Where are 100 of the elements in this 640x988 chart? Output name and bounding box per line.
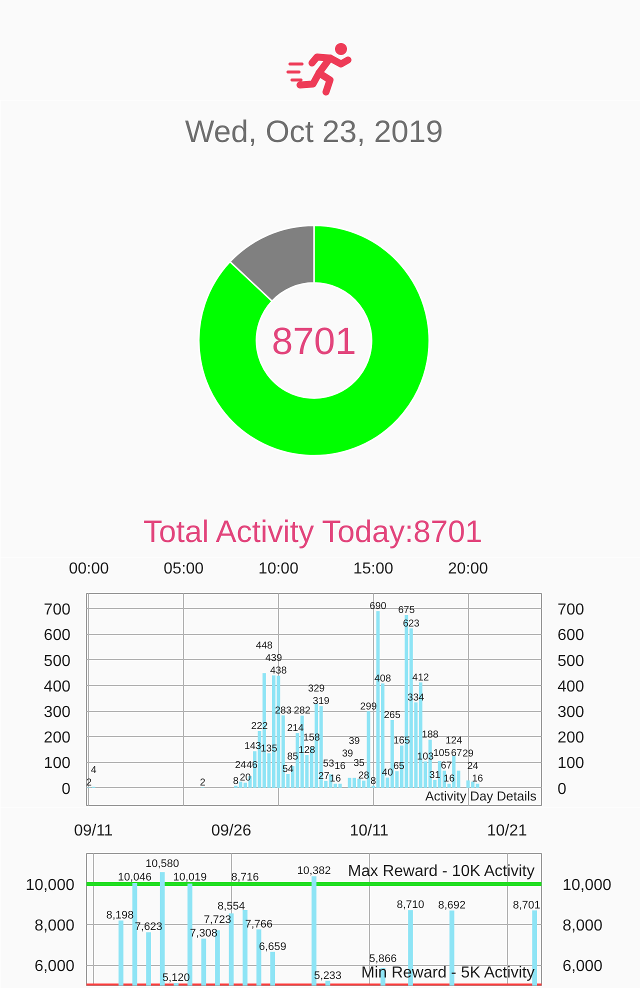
data-label: 105	[433, 748, 450, 760]
chart-title: Wed, Oct 23, 2019	[185, 114, 443, 149]
data-label: 319	[312, 696, 330, 708]
data-label: 20	[240, 772, 252, 784]
data-label: 124	[445, 736, 463, 747]
data-label: 35	[353, 758, 366, 770]
x-tick-label: 10/11	[350, 822, 389, 840]
data-label: 39	[342, 748, 354, 760]
data-label: 8,198	[106, 910, 134, 922]
data-label: 10,046	[118, 871, 152, 884]
x-tick-label: 09/11	[74, 822, 113, 840]
data-label: 329	[308, 684, 326, 695]
data-label: 10,580	[146, 858, 180, 870]
y-tick-label: 6,000	[34, 958, 75, 976]
data-label: 28	[358, 770, 370, 782]
x-tick-label: 00:00	[68, 560, 109, 578]
y-tick-label: 200	[44, 730, 71, 747]
data-label: 27	[318, 770, 330, 782]
data-label: 623	[402, 618, 420, 630]
y2-tick-label: 0	[558, 780, 566, 798]
data-label: 299	[360, 701, 378, 712]
data-label: 675	[398, 605, 416, 616]
data-label: 439	[265, 653, 282, 664]
data-label: 143	[244, 741, 262, 752]
data-label: 7,308	[190, 928, 218, 940]
data-label: 214	[287, 723, 304, 734]
data-label: 8,716	[231, 871, 259, 884]
data-label: 31	[429, 770, 441, 781]
data-label: 16	[444, 774, 456, 785]
y2-tick-label: 700	[558, 602, 584, 619]
y-tick-label: 0	[62, 780, 71, 798]
data-label: 438	[270, 666, 288, 677]
data-label: 16	[472, 774, 484, 785]
data-label: 39	[348, 736, 360, 748]
x-tick-label: 15:00	[353, 560, 394, 578]
x-tick-label: 10:00	[258, 560, 299, 578]
data-label: 67	[440, 760, 452, 772]
data-label: 8,554	[218, 900, 246, 912]
data-label: 158	[303, 732, 320, 744]
data-label: 24	[467, 761, 479, 772]
data-label: 5,120	[162, 972, 190, 984]
data-label: 29	[462, 748, 474, 760]
data-label: 165	[393, 736, 410, 747]
data-label: 10,382	[297, 865, 331, 878]
data-label: 690	[370, 601, 387, 612]
data-label: 2	[200, 777, 206, 788]
data-label: 8	[370, 776, 376, 787]
y-tick-label: 8,000	[34, 918, 75, 935]
data-label: 65	[393, 761, 405, 772]
data-label: 8,692	[438, 900, 466, 912]
y-tick-label: 400	[44, 678, 71, 696]
data-label: 7,623	[134, 921, 162, 934]
data-label: 222	[251, 720, 268, 732]
data-label: 282	[294, 706, 311, 717]
data-label: 16	[334, 761, 346, 772]
data-label: 7,766	[245, 918, 273, 930]
y-tick-label: 10,000	[26, 876, 75, 894]
data-label: 283	[274, 705, 292, 716]
text: 8701	[272, 321, 356, 363]
data-label: 7,723	[204, 914, 232, 926]
data-label: 334	[408, 692, 425, 704]
data-label: 40	[382, 768, 394, 779]
x-tick-label: 20:00	[448, 560, 488, 578]
x-tick-label: 10/21	[487, 822, 528, 840]
ref-line-label: Max Reward - 10K Activity	[348, 862, 535, 880]
data-label: 8,710	[396, 899, 424, 912]
data-label: 2	[86, 777, 92, 788]
data-label: 8	[233, 776, 240, 787]
y-tick-label: 700	[44, 602, 71, 619]
y2-tick-label: 8,000	[562, 918, 603, 935]
data-label: 53	[323, 758, 335, 770]
y2-tick-label: 500	[558, 652, 584, 670]
y2-tick-label: 6,000	[562, 958, 603, 976]
data-label: 10,019	[173, 871, 207, 884]
y-tick-label: 100	[44, 755, 71, 772]
y2-tick-label: 200	[558, 730, 584, 747]
data-label: 408	[374, 673, 392, 684]
data-label: 16	[330, 774, 342, 785]
data-label: 54	[282, 764, 294, 776]
y-tick-label: 600	[44, 627, 71, 644]
data-label: 85	[287, 752, 299, 763]
data-label: 412	[412, 672, 430, 684]
data-label: 6,659	[258, 940, 286, 953]
data-label: 265	[384, 710, 401, 721]
data-label: 135	[260, 743, 278, 754]
data-label: 128	[298, 745, 316, 756]
data-label: 448	[256, 640, 274, 652]
data-label: 4	[90, 764, 97, 776]
data-label: 8,701	[512, 899, 540, 912]
y-tick-label: 300	[44, 704, 71, 722]
data-label: 188	[422, 730, 439, 741]
data-label: 46	[246, 760, 258, 772]
data-label: 103	[417, 751, 434, 762]
x-tick-label: 09/26	[211, 822, 252, 840]
y2-tick-label: 10,000	[562, 876, 612, 894]
x-tick-label: 05:00	[164, 560, 204, 578]
data-label: 5,866	[369, 953, 397, 966]
data-label: 24	[234, 760, 247, 772]
y2-tick-label: 100	[558, 755, 584, 772]
annotation: Activity Day Details	[425, 788, 537, 804]
